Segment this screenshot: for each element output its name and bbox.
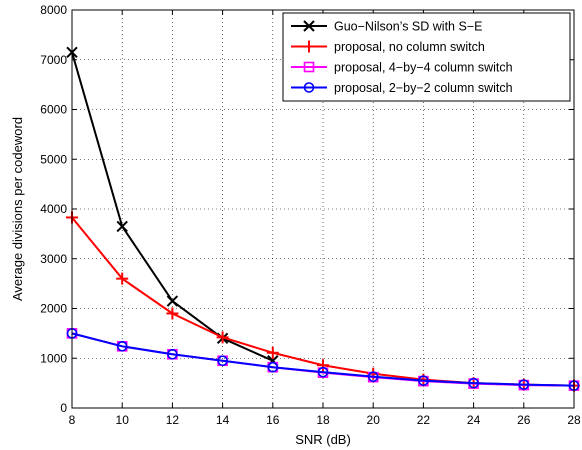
marker-circle (317, 366, 329, 378)
marker-circle (468, 377, 479, 389)
axis-ticks: 8 10 12 14 16 18 20 22 24 26 28 0 1000 2000 3000 4000 50… (40, 3, 581, 427)
marker-plus (116, 272, 129, 285)
x-tick-label: 10 (116, 413, 130, 427)
y-tick-label: 3000 (40, 252, 67, 266)
x-tick-label: 26 (517, 413, 531, 427)
y-tick-label: 4000 (40, 202, 67, 216)
marker-square (303, 61, 315, 73)
x-tick-label: 16 (266, 413, 280, 427)
x-tick-label: 8 (69, 413, 76, 427)
marker-circle (217, 355, 228, 367)
legend-item: Guo−Nilson’s SD with S−E (291, 20, 482, 34)
x-axis-label: SNR (dB) (295, 432, 351, 447)
legend-label: proposal, 2−by−2 column switch (334, 81, 513, 95)
legend: Guo−Nilson’s SD with S−E proposal, no col… (282, 12, 571, 102)
marker-circle (116, 341, 128, 352)
marker-plus (317, 359, 329, 372)
x-tick-label: 12 (166, 413, 180, 427)
legend-label: proposal, 4−by−4 column switch (334, 61, 513, 75)
y-tick-label: 0 (60, 401, 67, 415)
x-tick-label: 22 (417, 413, 431, 427)
y-tick-label: 1000 (40, 351, 67, 365)
y-tick-label: 7000 (40, 53, 67, 67)
marker-plus (303, 40, 315, 53)
marker-plus (266, 346, 279, 359)
y-tick-label: 8000 (40, 3, 67, 17)
x-tick-label: 14 (216, 413, 230, 427)
marker-x (166, 295, 179, 307)
series-group (66, 46, 580, 392)
marker-circle (518, 379, 530, 390)
marker-circle (418, 375, 429, 386)
x-tick-label: 18 (316, 413, 330, 427)
x-tick-label: 24 (467, 413, 481, 427)
legend-label: proposal, no column switch (334, 40, 485, 54)
marker-circle (267, 361, 279, 373)
y-tick-label: 6000 (40, 103, 67, 117)
legend-label: Guo−Nilson’s SD with S−E (334, 20, 482, 34)
marker-plus (166, 307, 179, 320)
marker-circle (167, 348, 178, 360)
legend-item: proposal, no column switch (291, 40, 485, 54)
series-line (71, 332, 575, 387)
x-tick-label: 28 (567, 413, 581, 427)
legend-item: proposal, 4−by−4 column switch (291, 61, 513, 75)
marker-plus (216, 331, 229, 344)
y-axis-label: Average divisions per codeword (10, 117, 25, 301)
marker-x (116, 220, 128, 233)
x-tick-label: 20 (367, 413, 381, 427)
marker-circle (367, 371, 379, 382)
marker-x (303, 20, 315, 32)
y-tick-label: 2000 (40, 302, 67, 316)
y-tick-label: 5000 (40, 152, 67, 166)
legend-item: proposal, 2−by−2 column switch (291, 81, 513, 95)
legend-box (282, 12, 571, 102)
marker-circle (303, 82, 315, 93)
